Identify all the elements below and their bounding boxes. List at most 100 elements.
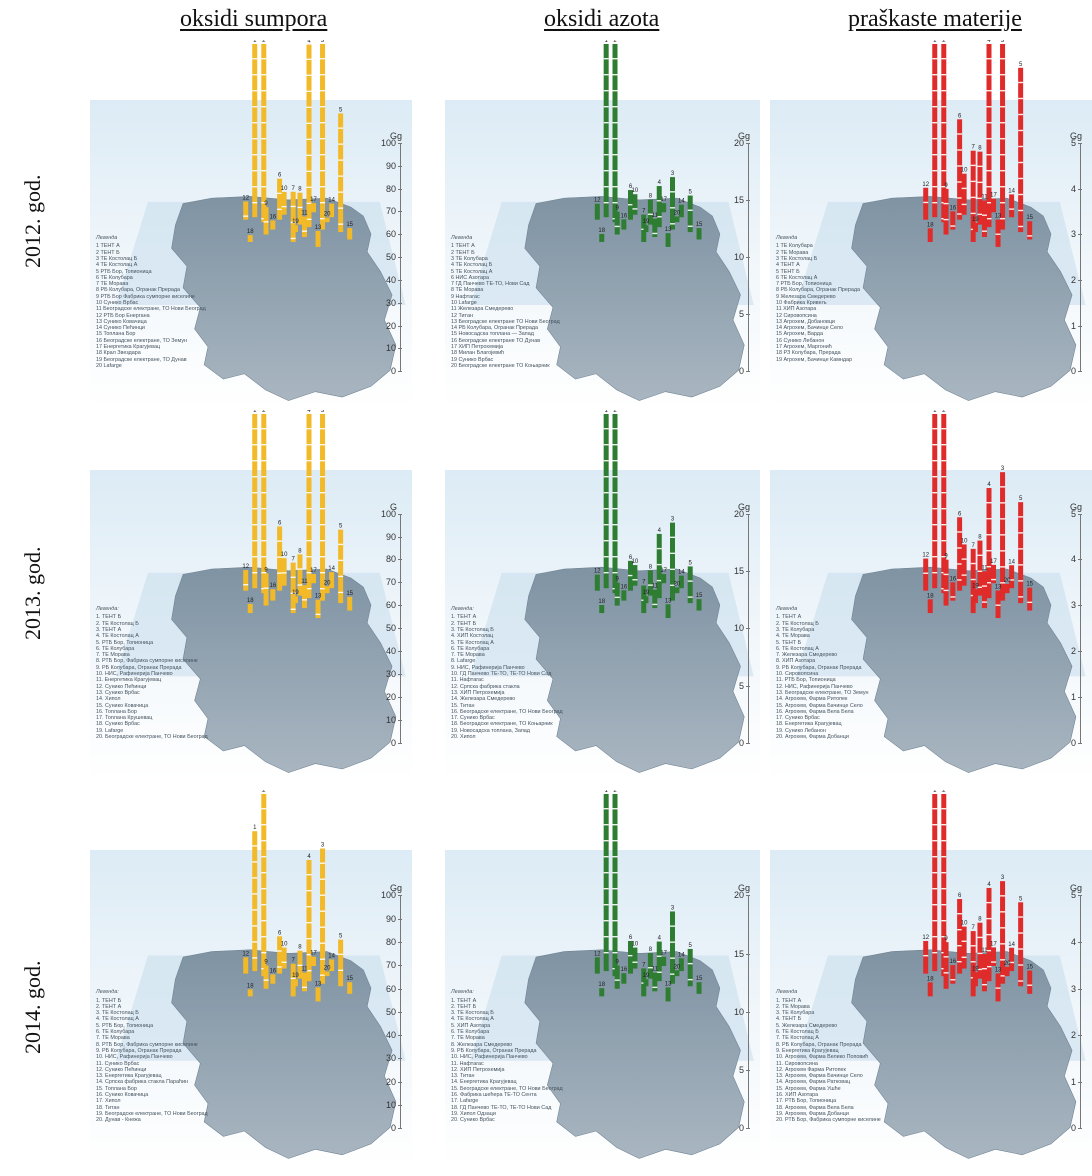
- bar-segment: [297, 568, 303, 570]
- bar-label: 18: [927, 976, 934, 982]
- legend-item: 16. ХИП Азотара: [776, 1092, 819, 1099]
- bar-segment: [252, 476, 258, 478]
- emission-bar: [329, 203, 335, 218]
- bar-segment: [932, 920, 938, 922]
- bar-segment: [306, 476, 312, 478]
- emission-bar: [324, 586, 330, 594]
- bar-label: 8: [978, 146, 982, 152]
- bar-label: 5: [689, 190, 693, 196]
- scale-tick-mark: [746, 200, 750, 202]
- gg-scale: G 100 90 80 70 60 50 40 30 20 10 0: [374, 502, 410, 757]
- bar-label: 14: [1008, 942, 1015, 948]
- bar-segment: [943, 573, 949, 576]
- bar-segment: [1000, 975, 1006, 977]
- legend-item: 13. ХИП Петрохемија: [451, 689, 505, 696]
- emission-bar: [311, 956, 317, 967]
- bar-segment: [1000, 154, 1006, 156]
- emission-bar: [687, 566, 693, 604]
- scale-tick-label: 0: [738, 1123, 744, 1134]
- bar-segment: [986, 74, 992, 76]
- bar-label: 17: [990, 941, 997, 947]
- legend-item: 6. ТЕ Колубара: [451, 1029, 490, 1036]
- legend-item: 3. ТЕ Колубара: [776, 1010, 815, 1017]
- legend-item: 4. ХИП Костолац: [451, 633, 494, 640]
- bar-segment: [338, 575, 344, 578]
- scale-tick-label: 3: [1070, 600, 1076, 611]
- bar-segment: [970, 961, 976, 963]
- bar-segment: [1018, 209, 1024, 212]
- scale-tick-mark: [746, 742, 750, 744]
- bar-segment: [261, 154, 267, 156]
- bar-label: 9: [944, 183, 948, 189]
- scale-tick-label: 10: [385, 343, 396, 354]
- scale-tick-mark: [398, 1058, 402, 1060]
- scale-tick-label: 15: [733, 195, 744, 206]
- scale-tick-label: 30: [385, 1053, 396, 1064]
- bar-segment: [612, 524, 618, 526]
- bar-segment: [981, 983, 987, 986]
- bar-segment: [941, 872, 947, 874]
- bar-segment: [603, 170, 609, 172]
- scale-tick-label: 2: [1070, 1030, 1076, 1041]
- bar-segment: [932, 122, 938, 124]
- bar-segment: [977, 968, 983, 971]
- bar-segment: [977, 586, 983, 588]
- row-label-2014: 2014. god.: [20, 960, 45, 1055]
- legend-item: 4 ТЕ Костолац Б: [451, 262, 493, 269]
- bar-label: 5: [1019, 896, 1023, 902]
- bar-label: 1: [253, 410, 257, 414]
- scale-tick-mark: [398, 965, 402, 967]
- bar-segment: [261, 202, 267, 204]
- scale-tick-label: 5: [738, 309, 744, 320]
- emission-bar: [338, 113, 344, 233]
- bar-label: 18: [927, 222, 934, 228]
- emission-bar: [674, 970, 680, 977]
- bar-label: 9: [616, 577, 620, 583]
- bar-segment: [612, 888, 618, 890]
- bar-segment: [1018, 980, 1024, 982]
- bar-segment: [261, 460, 267, 462]
- bar-label: 11: [301, 210, 308, 216]
- bar-segment: [603, 952, 609, 954]
- bar-label: 17: [990, 193, 997, 199]
- scale-tick-label: 1: [1070, 1076, 1076, 1087]
- bar-label: 19: [643, 590, 650, 596]
- emission-bar: [1000, 44, 1006, 230]
- bar-segment: [252, 941, 258, 943]
- scale-tick-mark: [398, 211, 402, 213]
- bar-segment: [612, 428, 618, 430]
- bar-segment: [603, 74, 609, 76]
- bar-segment: [252, 58, 258, 60]
- bar-segment: [977, 952, 983, 955]
- bar-segment: [957, 165, 963, 167]
- bar-segment: [612, 540, 618, 542]
- bar-label: 9: [616, 959, 620, 965]
- legend-item: 17. Lafarge: [451, 1098, 479, 1105]
- scale-tick-label: 100: [380, 138, 396, 149]
- emission-bar: [281, 191, 287, 215]
- bar-segment: [306, 154, 312, 156]
- scale-tick-mark: [398, 371, 402, 373]
- bar-segment: [1000, 566, 1006, 568]
- bar-label: 18: [598, 599, 605, 605]
- bar-label: 15: [696, 593, 703, 599]
- bar-segment: [1018, 225, 1024, 228]
- bar-segment: [603, 444, 609, 446]
- emission-bar: [270, 974, 276, 984]
- legend-item: 15. Топлана Бор: [96, 1085, 137, 1092]
- scale-tick-label: 10: [733, 623, 744, 634]
- emission-bar: [301, 216, 307, 238]
- bar-label: 1: [253, 40, 257, 44]
- scale-tick-mark: [1078, 605, 1082, 607]
- legend-item: 16 Београдске електране ТО Дунав: [451, 337, 541, 344]
- legend-item: 10. Сировопсина: [776, 671, 819, 678]
- bar-segment: [941, 74, 947, 76]
- legend-item: 12 РТБ Бор Енергана: [96, 312, 150, 319]
- scale-tick-mark: [1078, 941, 1082, 943]
- bar-segment: [932, 202, 938, 204]
- bar-segment: [301, 230, 307, 232]
- bar-segment: [277, 556, 283, 558]
- bar-segment: [932, 540, 938, 542]
- legend-item: 11. Сировопсина: [776, 1060, 818, 1067]
- emission-bar: [665, 233, 671, 247]
